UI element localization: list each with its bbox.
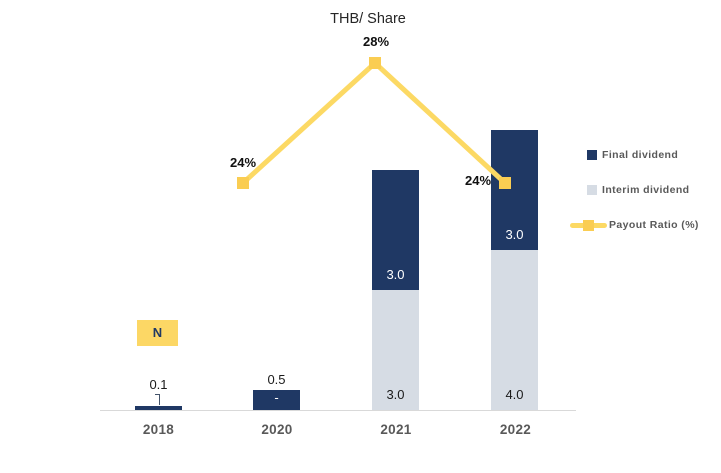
bar-label-interim-2022: 4.0 bbox=[505, 387, 524, 402]
payout-label-2022: 24% bbox=[464, 173, 492, 188]
bar-segment-interim-2022 bbox=[491, 250, 538, 410]
legend-item-final-dividend: Final dividend bbox=[570, 149, 699, 161]
bar-label-final-2022: 3.0 bbox=[505, 227, 524, 242]
x-tick-2018: 2018 bbox=[142, 422, 175, 437]
final-dividend-swatch-icon bbox=[587, 150, 597, 160]
interim-dividend-swatch-icon bbox=[587, 185, 597, 195]
legend-label-interim-dividend: Interim dividend bbox=[602, 184, 690, 196]
legend: Final dividend Interim dividend Payout R… bbox=[570, 149, 699, 231]
bar-segment-final-2021 bbox=[372, 170, 419, 290]
payout-ratio-marker-icon bbox=[583, 219, 594, 231]
bar-segment-interim-2021 bbox=[372, 290, 419, 410]
bar-label-interim-2021: 3.0 bbox=[386, 387, 405, 402]
x-axis-line bbox=[100, 410, 576, 411]
bar-outside-label-2020: 0.5 bbox=[267, 372, 286, 387]
payout-marker-2020 bbox=[237, 177, 249, 189]
payout-na-badge: N bbox=[137, 320, 178, 346]
label-leader-line-2018 bbox=[155, 394, 160, 405]
x-tick-2021: 2021 bbox=[380, 422, 412, 437]
bar-label-final-2020: - bbox=[274, 390, 279, 405]
payout-label-2020: 24% bbox=[229, 155, 257, 170]
legend-item-payout-ratio: Payout Ratio (%) bbox=[570, 219, 699, 231]
payout-ratio-line-swatch-icon bbox=[570, 219, 607, 231]
bar-outside-label-2018: 0.1 bbox=[149, 377, 168, 392]
payout-label-2021: 28% bbox=[362, 34, 390, 49]
legend-item-interim-dividend: Interim dividend bbox=[570, 184, 699, 196]
payout-ratio-polyline bbox=[241, 59, 507, 185]
bar-label-final-2021: 3.0 bbox=[386, 267, 405, 282]
bar-segment-final-2018 bbox=[135, 406, 182, 410]
x-tick-2022: 2022 bbox=[499, 422, 532, 437]
x-tick-2020: 2020 bbox=[261, 422, 293, 437]
bar-segment-final-2020 bbox=[253, 390, 300, 410]
chart-title: THB/ Share bbox=[330, 11, 406, 27]
payout-marker-2021 bbox=[369, 57, 381, 69]
legend-label-payout-ratio: Payout Ratio (%) bbox=[609, 219, 699, 231]
legend-label-final-dividend: Final dividend bbox=[602, 149, 679, 161]
